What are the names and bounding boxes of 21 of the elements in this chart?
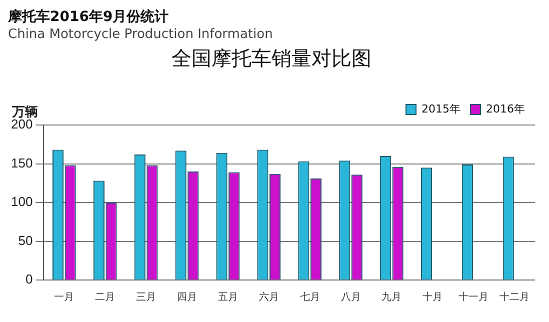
x-tick-label: 十一月 bbox=[458, 290, 489, 303]
text: 摩托车2016年9月份统计 bbox=[8, 8, 170, 26]
x-tick-label: 六月 bbox=[258, 290, 279, 303]
x-tick-label: 七月 bbox=[300, 290, 320, 303]
x-tick-label: 八月 bbox=[340, 292, 361, 303]
x-tick-label: 十月 bbox=[422, 290, 443, 303]
y-tick-label: 50 bbox=[18, 232, 33, 248]
y-tick-label: 150 bbox=[10, 155, 33, 170]
y-tick-label: 0 bbox=[25, 272, 33, 287]
x-tick-label: 九月 bbox=[382, 290, 402, 303]
x-tick-label: 十二月 bbox=[500, 290, 530, 303]
x-tick-label: 三月 bbox=[136, 292, 156, 303]
y-tick-label: 100 bbox=[10, 194, 33, 210]
x-tick-label: 四月 bbox=[176, 292, 197, 303]
chart-subtitle: China Motorcycle Production Information bbox=[8, 26, 274, 44]
x-tick-label: 五月 bbox=[218, 292, 238, 303]
x-tick-label: 二月 bbox=[95, 292, 116, 303]
legend-label: 2016年 bbox=[486, 102, 526, 116]
legend-label: 2015年 bbox=[422, 102, 461, 116]
chart-title: 全国摩托车销量对比图 bbox=[172, 46, 372, 70]
x-tick-label: 一月 bbox=[54, 292, 74, 303]
